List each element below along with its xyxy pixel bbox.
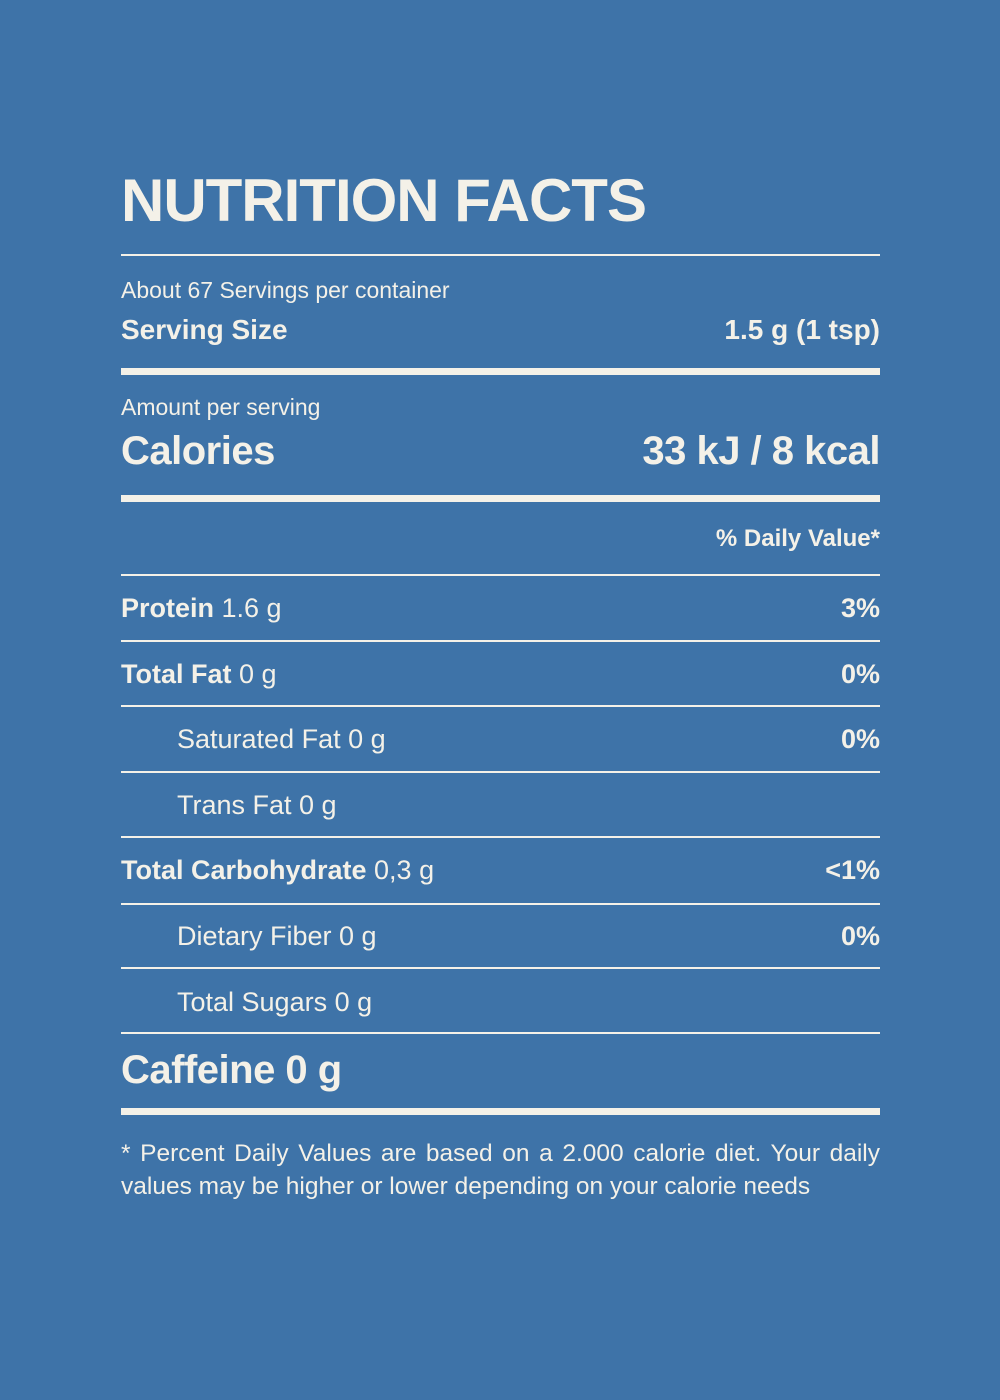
divider: [121, 836, 880, 838]
nutrient-name: Protein: [121, 593, 215, 623]
divider: [121, 640, 880, 642]
nutrient-name: Total Carbohydrate: [121, 855, 367, 885]
caffeine-label: Caffeine 0 g: [121, 1048, 342, 1092]
nutrient-amount: 1.6 g: [214, 593, 282, 623]
divider-thick: [121, 1108, 880, 1115]
daily-value-header: % Daily Value*: [715, 525, 880, 552]
nutrient-dv: <1%: [825, 855, 880, 885]
nutrient-name: Dietary Fiber 0 g: [177, 921, 377, 951]
nutrient-dv: 0%: [840, 724, 880, 754]
nutrient-name: Saturated Fat 0 g: [177, 724, 386, 754]
nutrient-name: Total Fat: [121, 659, 232, 689]
divider: [121, 771, 880, 773]
divider: [121, 1032, 880, 1034]
divider: [121, 574, 880, 576]
nutrient-name: Trans Fat 0 g: [177, 790, 337, 820]
divider: [121, 705, 880, 707]
divider-thick: [121, 368, 880, 375]
divider: [121, 967, 880, 969]
nutrient-dv: 0%: [840, 659, 880, 689]
nutrient-name: Total Sugars 0 g: [177, 987, 373, 1017]
nutrient-dv: 3%: [840, 593, 880, 623]
nutrient-row-saturated-fat: Saturated Fat 0 g: [177, 722, 386, 756]
calories-value: 33 kJ / 8 kcal: [642, 429, 880, 473]
divider-thick: [121, 495, 880, 502]
divider: [121, 254, 880, 256]
calories-label: Calories: [121, 429, 275, 473]
nutrient-row-total-sugars: Total Sugars 0 g: [177, 985, 372, 1019]
divider: [121, 903, 880, 905]
nutrient-row-trans-fat: Trans Fat 0 g: [177, 788, 337, 822]
servings-per-container: About 67 Servings per container: [121, 277, 450, 303]
nutrient-amount: 0,3 g: [366, 855, 435, 885]
nutrient-row-total-fat: Total Fat 0 g: [121, 657, 277, 691]
nutrient-row-total-carbohydrate: Total Carbohydrate 0,3 g: [121, 853, 434, 887]
serving-size-label: Serving Size: [121, 314, 288, 345]
nutrient-amount: 0 g: [231, 659, 277, 689]
nutrient-dv: 0%: [840, 921, 880, 951]
amount-per-serving-label: Amount per serving: [121, 394, 321, 420]
footnote: * Percent Daily Values are based on a 2.…: [121, 1140, 880, 1200]
nutrient-row-dietary-fiber: Dietary Fiber 0 g: [177, 919, 377, 953]
page-title: NUTRITION FACTS: [121, 167, 647, 234]
serving-size-value: 1.5 g (1 tsp): [724, 314, 880, 345]
nutrient-row-protein: Protein 1.6 g: [121, 591, 282, 625]
